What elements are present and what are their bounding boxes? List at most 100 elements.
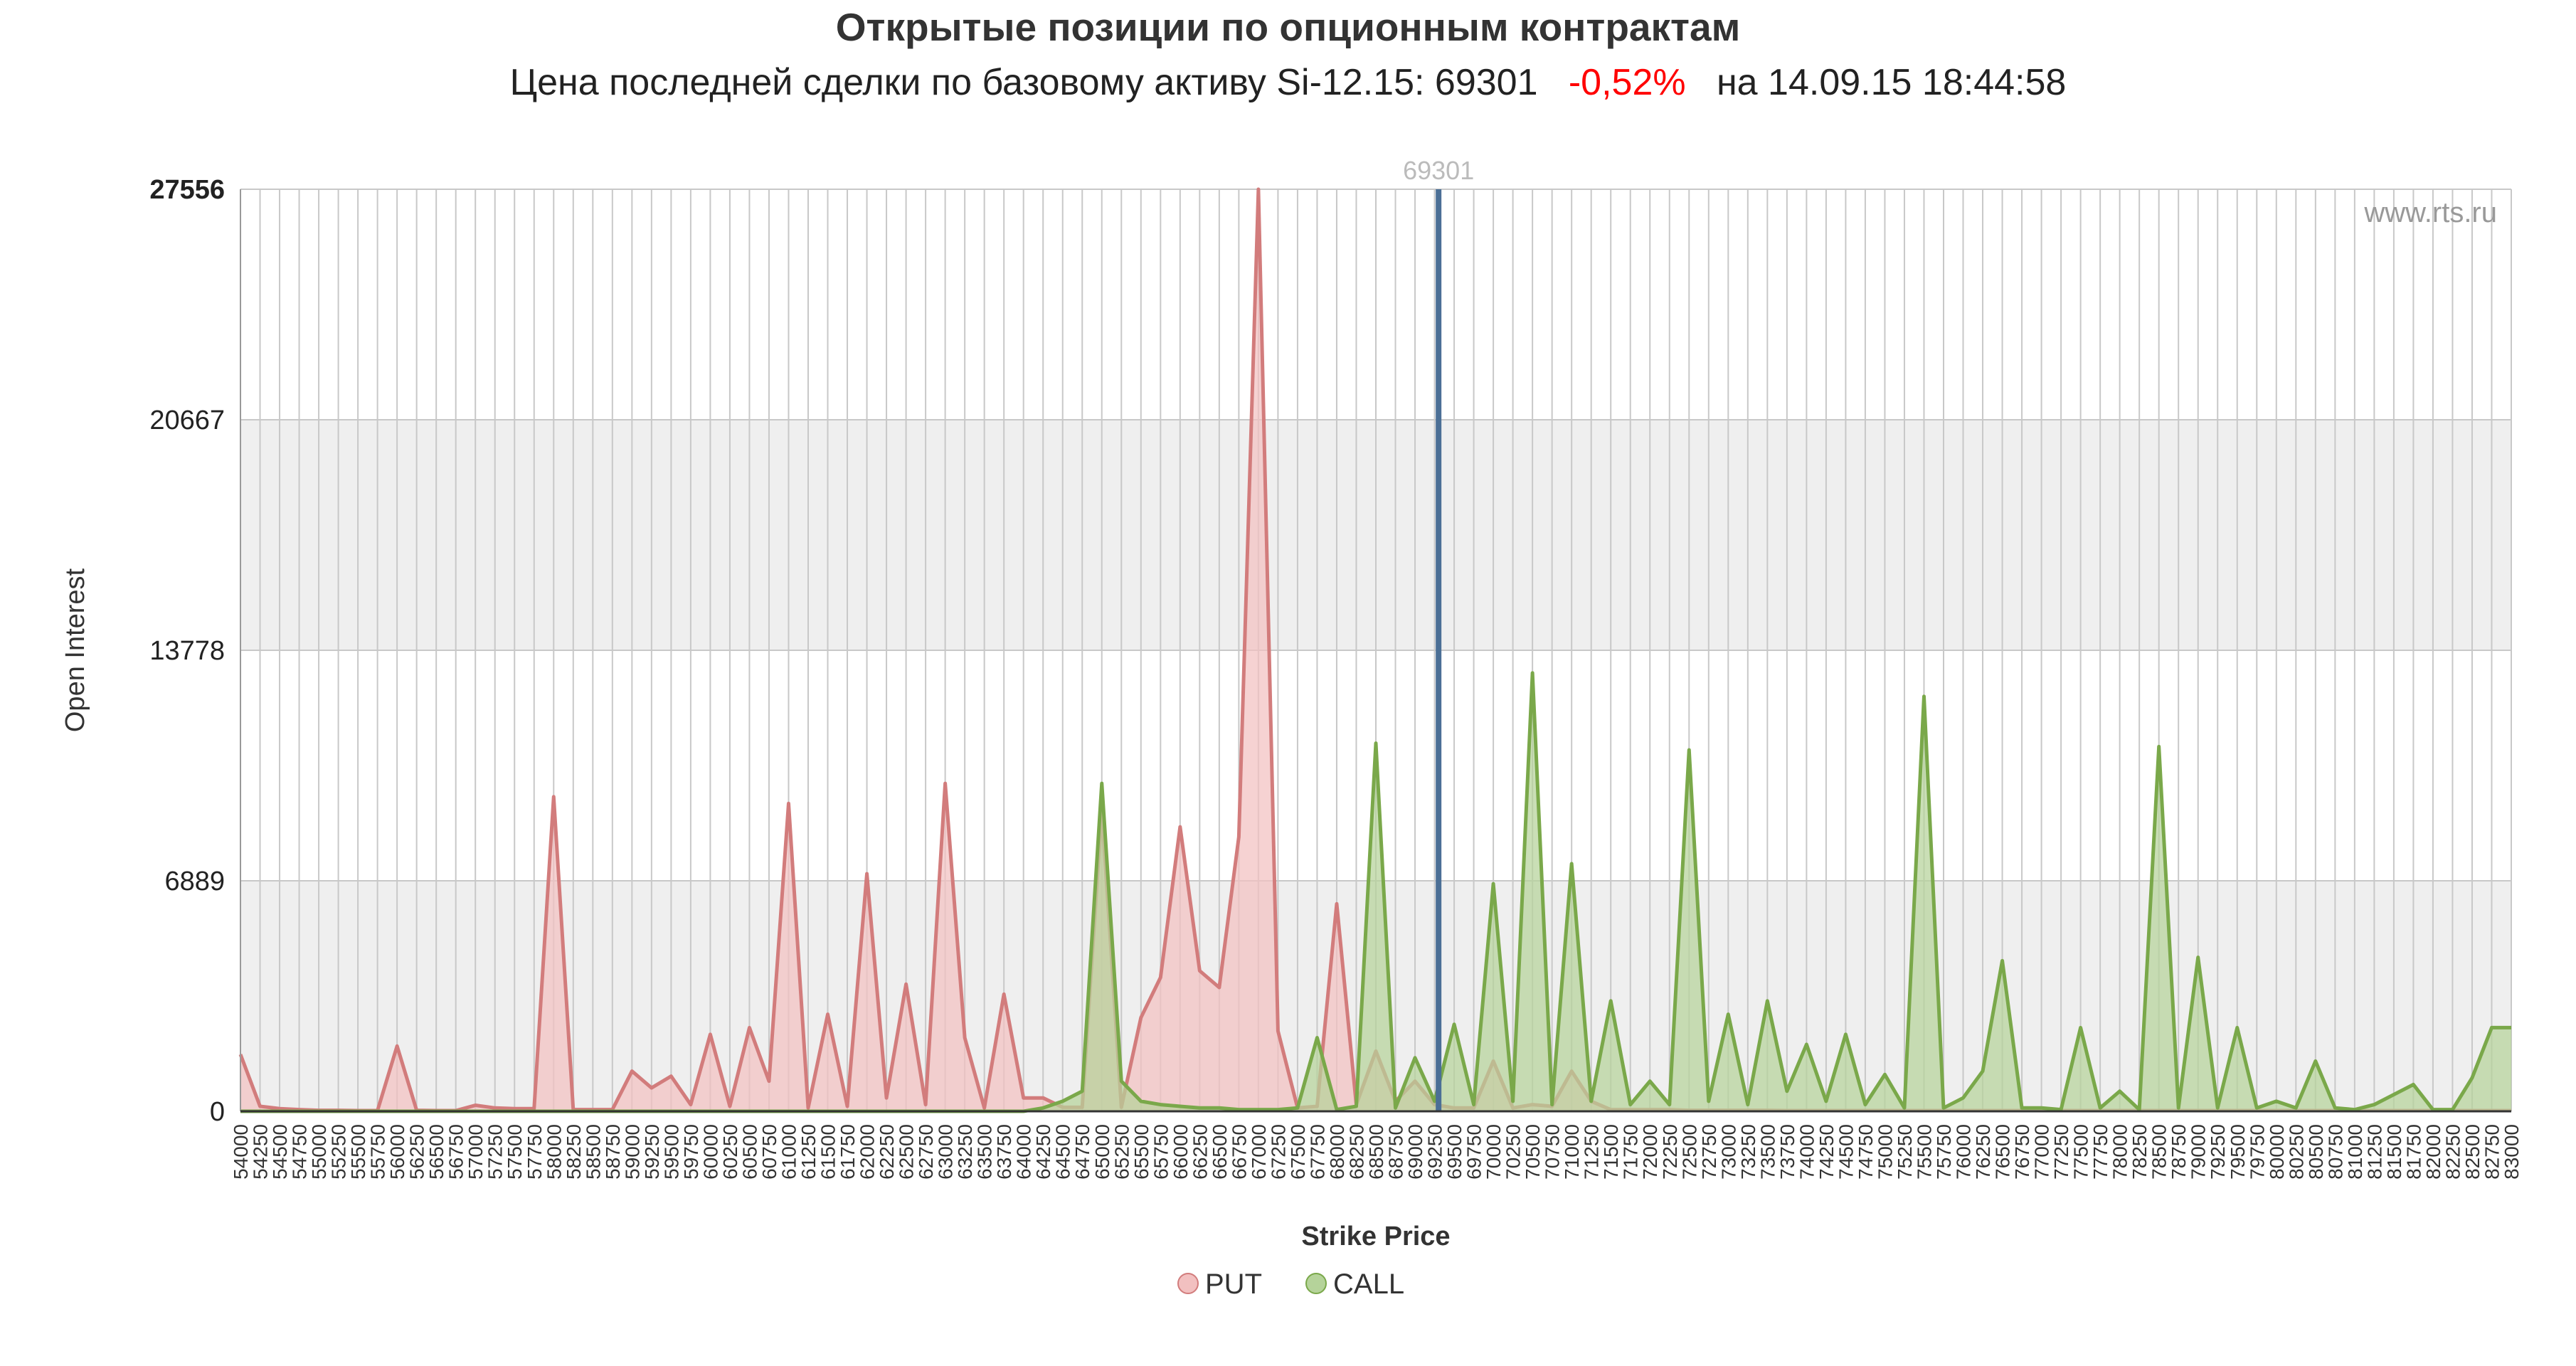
x-tick-label-5: 55250 (328, 1124, 350, 1180)
chart-title: Открытые позиции по опционным контрактам (835, 5, 1741, 49)
x-tick-label-114: 82500 (2461, 1124, 2484, 1180)
legend-marker-put (1177, 1273, 1199, 1294)
x-tick-label-55: 67750 (1306, 1124, 1328, 1180)
x-tick-label-113: 82250 (2442, 1124, 2464, 1180)
x-tick-label-18: 58500 (582, 1124, 604, 1180)
legend-label-put: PUT (1205, 1269, 1262, 1300)
x-tick-label-74: 72500 (1678, 1124, 1700, 1180)
x-tick-label-96: 78000 (2109, 1124, 2131, 1180)
x-tick-label-47: 65750 (1150, 1124, 1172, 1180)
price-marker-label: 69301 (1403, 156, 1474, 185)
x-tick-label-8: 56000 (386, 1124, 408, 1180)
x-tick-label-67: 70750 (1542, 1124, 1564, 1180)
x-tick-label-63: 69750 (1463, 1124, 1485, 1180)
x-tick-label-87: 75750 (1933, 1124, 1955, 1180)
x-tick-label-45: 65250 (1111, 1124, 1133, 1180)
legend-label-call: CALL (1333, 1269, 1404, 1300)
y-axis-title: Open Interest (60, 568, 90, 732)
x-tick-label-80: 74000 (1796, 1124, 1818, 1180)
x-tick-label-69: 71250 (1581, 1124, 1603, 1180)
x-tick-label-71: 71750 (1620, 1124, 1642, 1180)
x-tick-label-84: 75000 (1874, 1124, 1896, 1180)
x-tick-label-92: 77000 (2031, 1124, 2053, 1180)
x-tick-label-19: 58750 (602, 1124, 624, 1180)
x-tick-label-60: 69000 (1404, 1124, 1426, 1180)
x-tick-label-3: 54750 (289, 1124, 311, 1180)
x-tick-label-111: 81750 (2402, 1124, 2424, 1180)
x-tick-label-53: 67250 (1267, 1124, 1289, 1180)
x-tick-label-85: 75250 (1894, 1124, 1916, 1180)
x-tick-label-46: 65500 (1130, 1124, 1152, 1180)
x-tick-label-50: 66500 (1209, 1124, 1231, 1180)
x-tick-label-108: 81000 (2344, 1124, 2366, 1180)
x-tick-label-9: 56250 (406, 1124, 428, 1180)
x-tick-label-93: 77250 (2050, 1124, 2072, 1180)
x-tick-label-81: 74250 (1816, 1124, 1838, 1180)
x-tick-label-79: 73750 (1776, 1124, 1798, 1180)
x-tick-label-72: 72000 (1639, 1124, 1661, 1180)
x-tick-label-64: 70000 (1483, 1124, 1505, 1180)
x-tick-label-36: 63000 (935, 1124, 957, 1180)
x-tick-label-98: 78500 (2148, 1124, 2170, 1180)
x-tick-label-43: 64750 (1071, 1124, 1093, 1180)
x-tick-label-38: 63500 (974, 1124, 996, 1180)
watermark-text: www.rts.ru (2363, 197, 2497, 228)
y-tick-label-4: 27556 (149, 175, 225, 205)
x-tick-label-103: 79750 (2246, 1124, 2268, 1180)
x-tick-label-62: 69500 (1443, 1124, 1465, 1180)
x-tick-label-49: 66250 (1189, 1124, 1211, 1180)
x-tick-label-68: 71000 (1561, 1124, 1583, 1180)
subtitle-prefix: Цена последней сделки по базовому активу… (509, 62, 1538, 103)
x-tick-label-56: 68000 (1326, 1124, 1348, 1180)
x-tick-label-88: 76000 (1953, 1124, 1975, 1180)
subtitle-timestamp: на 14.09.15 18:44:58 (1716, 62, 2067, 103)
x-tick-label-59: 68750 (1385, 1124, 1407, 1180)
x-tick-label-78: 73500 (1756, 1124, 1779, 1180)
y-tick-label-0: 0 (210, 1097, 225, 1127)
x-tick-label-27: 60750 (758, 1124, 780, 1180)
x-tick-label-57: 68250 (1345, 1124, 1367, 1180)
x-tick-label-97: 78250 (2129, 1124, 2151, 1180)
x-tick-label-106: 80500 (2305, 1124, 2327, 1180)
x-axis-title: Strike Price (1301, 1222, 1450, 1251)
x-tick-label-31: 61750 (837, 1124, 859, 1180)
x-tick-label-112: 82000 (2422, 1124, 2444, 1180)
x-tick-label-32: 62000 (857, 1124, 879, 1180)
y-tick-label-2: 13778 (149, 636, 225, 666)
x-tick-label-75: 72750 (1698, 1124, 1720, 1180)
x-tick-label-23: 59750 (680, 1124, 702, 1180)
x-tick-label-65: 70250 (1502, 1124, 1525, 1180)
x-tick-label-4: 55000 (308, 1124, 330, 1180)
series-area-call (240, 672, 2511, 1111)
x-tick-label-1: 54250 (250, 1124, 272, 1180)
x-tick-label-91: 76750 (2011, 1124, 2033, 1180)
x-tick-label-11: 56750 (445, 1124, 467, 1180)
x-tick-label-26: 60500 (738, 1124, 760, 1180)
x-tick-label-94: 77500 (2070, 1124, 2092, 1180)
x-tick-label-13: 57250 (484, 1124, 507, 1180)
x-tick-label-58: 68500 (1365, 1124, 1387, 1180)
x-tick-label-10: 56500 (425, 1124, 447, 1180)
x-tick-label-20: 59000 (621, 1124, 643, 1180)
x-tick-label-82: 74500 (1835, 1124, 1857, 1180)
x-tick-label-51: 66750 (1228, 1124, 1250, 1180)
x-tick-label-95: 77750 (2089, 1124, 2111, 1180)
x-tick-label-37: 63250 (954, 1124, 976, 1180)
x-tick-label-89: 76250 (1972, 1124, 1994, 1180)
x-tick-label-52: 67000 (1248, 1124, 1270, 1180)
x-tick-label-24: 60000 (699, 1124, 721, 1180)
x-tick-label-15: 57750 (524, 1124, 546, 1180)
x-tick-label-2: 54500 (269, 1124, 291, 1180)
x-tick-label-39: 63750 (993, 1124, 1015, 1180)
x-tick-label-99: 78750 (2168, 1124, 2190, 1180)
x-tick-label-25: 60250 (719, 1124, 741, 1180)
x-tick-label-101: 79250 (2207, 1124, 2229, 1180)
x-tick-label-29: 61250 (797, 1124, 820, 1180)
x-tick-label-22: 59500 (660, 1124, 682, 1180)
x-tick-label-109: 81250 (2363, 1124, 2385, 1180)
x-tick-label-34: 62500 (896, 1124, 918, 1180)
x-tick-label-104: 80000 (2266, 1124, 2288, 1180)
x-tick-label-7: 55750 (367, 1124, 389, 1180)
x-tick-label-116: 83000 (2501, 1124, 2523, 1180)
